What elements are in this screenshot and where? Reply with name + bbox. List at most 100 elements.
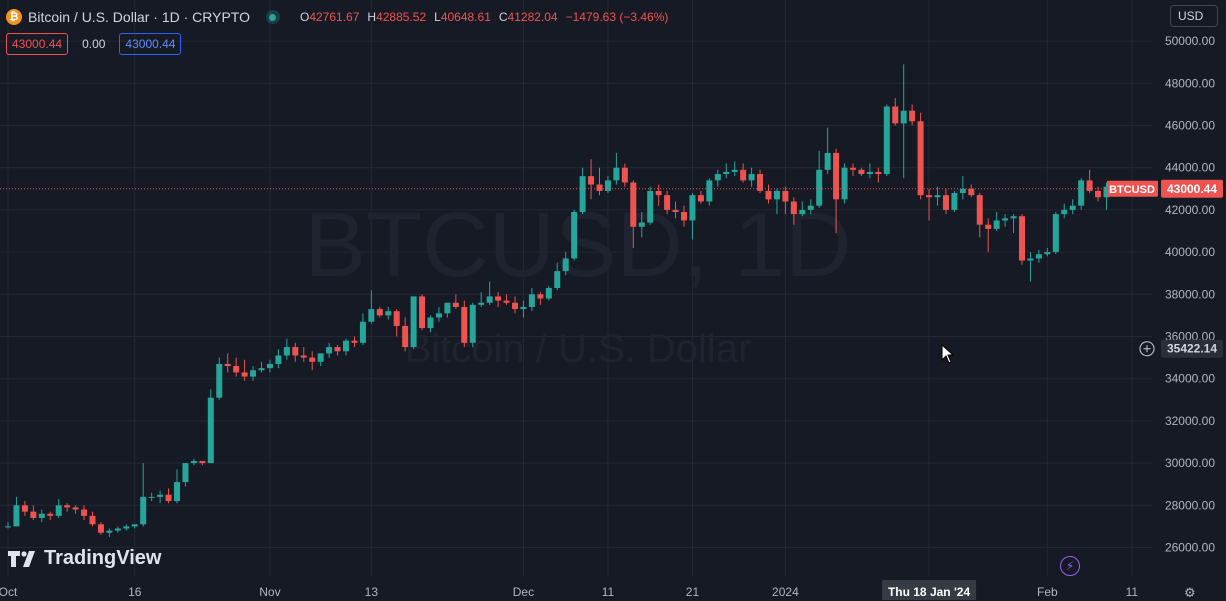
candle-body [72,507,79,510]
candle-body [1044,252,1051,255]
lightning-icon[interactable]: ⚡ [1060,556,1080,576]
candle-body [199,460,206,464]
candle [520,300,527,318]
candle-body [681,212,687,221]
candle-body [64,505,71,508]
candle-body [503,300,510,303]
candle [368,290,375,324]
series-name-tag-bg [1107,180,1158,197]
watermark-description: Bitcoin / U.S. Dollar [405,327,752,371]
candle-body [917,121,924,196]
candle [334,344,341,356]
time-tick-label: Thu 18 Jan '24 [888,585,971,599]
candle-body [900,110,907,124]
price-tick-label: 34000.00 [1165,372,1215,386]
candle [875,167,882,183]
candle-body [748,174,755,181]
add-alert-icon[interactable] [1139,341,1155,357]
candle [38,509,45,523]
bitcoin-icon: ₿ [6,9,22,25]
candle-body [621,167,628,183]
candle [359,313,366,345]
tradingview-logo[interactable]: TradingView [8,547,161,570]
candle-body [292,347,299,356]
candle-body [731,169,738,172]
trade-buttons: 43000.44 0.00 43000.44 [6,33,182,55]
candle-body [723,171,730,175]
candle [824,127,831,175]
candle-body [452,302,459,307]
ohlc-close: C41282.04 [498,10,558,24]
time-tick-label: 13 [365,585,379,599]
candle-body [385,311,392,316]
candle [985,218,992,253]
symbol-title[interactable]: Bitcoin / U.S. Dollar · 1D · CRYPTO [28,9,250,25]
candle [72,505,79,514]
candle [934,186,941,206]
last-price-tag-bg [1161,179,1223,198]
candle-body [1019,216,1025,261]
candle [799,201,806,217]
candle [588,159,595,200]
candle [326,342,333,358]
candle [55,498,62,518]
ohlc-high: H42885.52 [367,10,427,24]
candle-body [13,505,20,527]
candle-body [478,302,485,305]
candle [1103,182,1110,210]
time-tick-label: Oct [0,585,18,599]
candle [841,163,848,204]
candle-body [545,287,552,299]
candle [655,184,662,206]
candle-body [410,296,417,348]
candle-body [706,180,713,202]
price-tick-label: 40000.00 [1165,245,1215,259]
time-tick-label: 11 [602,585,615,599]
candle-body [959,188,966,194]
candle-body [461,306,468,343]
buy-price-button[interactable]: 43000.44 [119,33,182,55]
candle [672,201,679,219]
candle-body [486,296,493,303]
candle-body [773,190,780,200]
price-tick-label: 48000.00 [1165,76,1215,90]
candle-body [1061,209,1068,215]
candle [309,351,316,371]
time-crosshair-tag-bg [882,580,977,600]
candle-body [951,193,958,210]
gear-icon[interactable]: ⚙ [1184,585,1196,600]
candle [1002,214,1009,227]
ohlc-low: L40648.61 [434,10,491,24]
candle [182,463,189,487]
candle-body [241,372,248,377]
candle [21,501,28,516]
price-tick-label: 44000.00 [1165,161,1215,175]
candle [427,315,434,333]
candle [292,342,299,362]
sell-price-button[interactable]: 43000.44 [6,33,69,55]
price-axis: 26000.00 28000.00 30000.00 32000.00 34000.00… [1165,34,1215,554]
candle-body [841,167,848,200]
candle-body [351,340,358,343]
candle-body [926,195,933,198]
candle-body [520,306,527,310]
candle [402,317,409,352]
candle-body [38,513,45,518]
candle [807,199,814,215]
market-status-icon[interactable] [265,10,280,24]
candle-body [833,152,840,200]
candle [266,359,273,373]
candle-body [444,302,451,314]
candle [528,287,535,312]
candle-body [5,526,11,528]
crosshair-tag-bg [1161,339,1223,358]
candle [1069,199,1076,215]
candle [165,488,172,504]
candle-body [588,176,595,185]
candle [199,460,206,466]
candle [647,186,654,225]
candle [174,469,180,504]
currency-selector[interactable]: USD [1170,5,1218,27]
candle [1052,212,1059,255]
